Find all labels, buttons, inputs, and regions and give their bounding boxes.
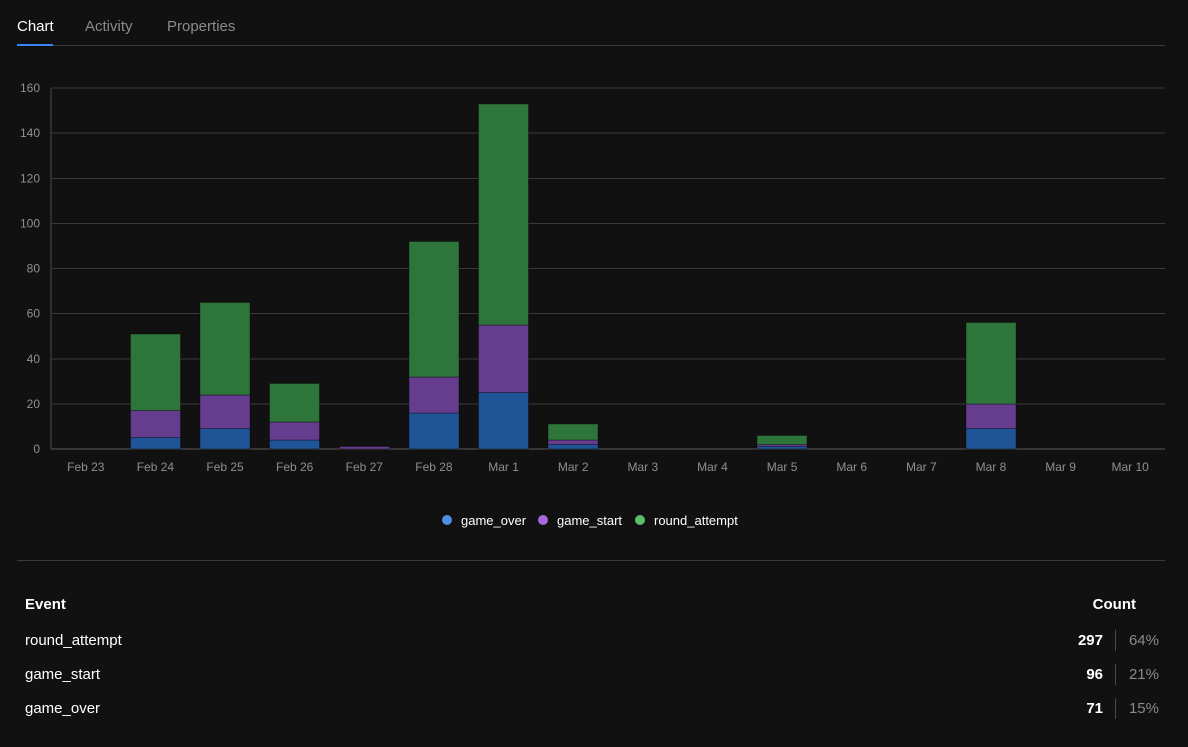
chart-legend: game_over game_start round_attempt bbox=[0, 509, 1188, 529]
legend-swatch-game-start bbox=[538, 515, 548, 525]
event-name: game_over bbox=[25, 700, 101, 717]
bar-segment-game-over bbox=[129, 437, 181, 450]
event-percent: 64% bbox=[1128, 632, 1159, 649]
count-separator bbox=[1115, 698, 1116, 719]
bar-segment-game-start bbox=[269, 421, 321, 441]
bar-segment-game-over bbox=[408, 412, 460, 450]
bar-segment-game-start bbox=[965, 403, 1017, 430]
legend-label-round-attempt: round_attempt bbox=[654, 512, 738, 528]
tab-chart[interactable]: Chart bbox=[17, 18, 54, 35]
column-header-count: Count bbox=[1092, 596, 1136, 613]
y-tick-label: 20 bbox=[27, 397, 41, 411]
count-separator bbox=[1115, 664, 1116, 685]
x-tick-label: Mar 5 bbox=[767, 460, 798, 474]
event-name: round_attempt bbox=[25, 632, 122, 649]
x-tick-label: Mar 9 bbox=[1045, 460, 1076, 474]
x-tick-label: Mar 6 bbox=[836, 460, 867, 474]
x-tick-label: Mar 10 bbox=[1112, 460, 1150, 474]
legend-swatch-game-over bbox=[442, 515, 452, 525]
event-count: 71 bbox=[1086, 700, 1103, 717]
bar-segment-game-start bbox=[199, 394, 251, 430]
bar-segment-round-attempt bbox=[965, 322, 1017, 405]
bar-segment-game-start bbox=[408, 376, 460, 414]
bar-segment-game-over bbox=[269, 439, 321, 450]
column-header-event: Event bbox=[25, 596, 66, 613]
y-tick-label: 160 bbox=[20, 81, 40, 95]
bar-segment-round-attempt bbox=[269, 383, 321, 423]
y-tick-label: 0 bbox=[33, 442, 40, 456]
tab-activity[interactable]: Activity bbox=[85, 18, 133, 35]
x-tick-label: Mar 4 bbox=[697, 460, 728, 474]
legend-item-game-over[interactable]: game_over bbox=[442, 512, 526, 528]
legend-label-game-over: game_over bbox=[461, 512, 527, 528]
bar-segment-game-start bbox=[547, 439, 599, 445]
x-tick-label: Mar 1 bbox=[488, 460, 519, 474]
bar-segment-game-start bbox=[129, 410, 181, 439]
x-tick-label: Feb 25 bbox=[206, 460, 244, 474]
table-row[interactable]: round_attempt 297 64% bbox=[25, 629, 1159, 653]
active-tab-indicator bbox=[17, 44, 53, 46]
legend-item-round-attempt[interactable]: round_attempt bbox=[635, 512, 738, 528]
section-divider bbox=[17, 560, 1165, 561]
legend-label-game-start: game_start bbox=[557, 512, 623, 528]
x-tick-label: Mar 7 bbox=[906, 460, 937, 474]
tab-properties[interactable]: Properties bbox=[167, 18, 236, 35]
tab-bar: Chart Activity Properties bbox=[17, 0, 1165, 46]
table-row[interactable]: game_start 96 21% bbox=[25, 663, 1159, 687]
bar-segment-round-attempt bbox=[756, 434, 808, 445]
x-tick-label: Feb 26 bbox=[276, 460, 314, 474]
legend-swatch-round-attempt bbox=[635, 515, 645, 525]
bar-segment-game-over bbox=[965, 428, 1017, 450]
bar-segment-round-attempt bbox=[199, 301, 251, 396]
stacked-bar-chart: 0 20 40 60 80 100 120 140 160 Feb 23 Feb 24 Feb 25 F… bbox=[20, 81, 1165, 474]
y-tick-label: 100 bbox=[20, 216, 40, 230]
y-tick-label: 40 bbox=[27, 352, 41, 366]
y-tick-label: 140 bbox=[20, 126, 40, 140]
count-separator bbox=[1115, 630, 1116, 651]
x-tick-label: Mar 8 bbox=[976, 460, 1007, 474]
y-tick-label: 80 bbox=[27, 262, 41, 276]
table-row[interactable]: game_over 71 15% bbox=[25, 697, 1159, 721]
bar-segment-game-over bbox=[199, 428, 251, 450]
bar-segment-game-start bbox=[338, 446, 390, 450]
bar-segment-round-attempt bbox=[408, 240, 460, 378]
bar-segment-game-over bbox=[478, 392, 530, 450]
y-tick-label: 120 bbox=[20, 171, 40, 185]
x-tick-label: Feb 27 bbox=[346, 460, 384, 474]
bar-segment-round-attempt bbox=[547, 423, 599, 441]
event-count: 96 bbox=[1086, 666, 1103, 683]
bar-segment-round-attempt bbox=[129, 333, 181, 412]
y-tick-label: 60 bbox=[27, 307, 41, 321]
bar-segment-game-over bbox=[547, 443, 599, 450]
event-percent: 15% bbox=[1128, 700, 1159, 717]
x-tick-label: Feb 24 bbox=[137, 460, 175, 474]
bar-segment-round-attempt bbox=[478, 103, 530, 326]
x-tick-label: Feb 28 bbox=[415, 460, 453, 474]
x-tick-label: Mar 2 bbox=[558, 460, 589, 474]
event-count: 297 bbox=[1077, 632, 1103, 649]
x-tick-label: Mar 3 bbox=[627, 460, 658, 474]
legend-item-game-start[interactable]: game_start bbox=[538, 512, 622, 528]
event-name: game_start bbox=[25, 666, 101, 683]
event-percent: 21% bbox=[1128, 666, 1159, 683]
bar-segment-game-start bbox=[478, 324, 530, 394]
x-tick-label: Feb 23 bbox=[67, 460, 105, 474]
